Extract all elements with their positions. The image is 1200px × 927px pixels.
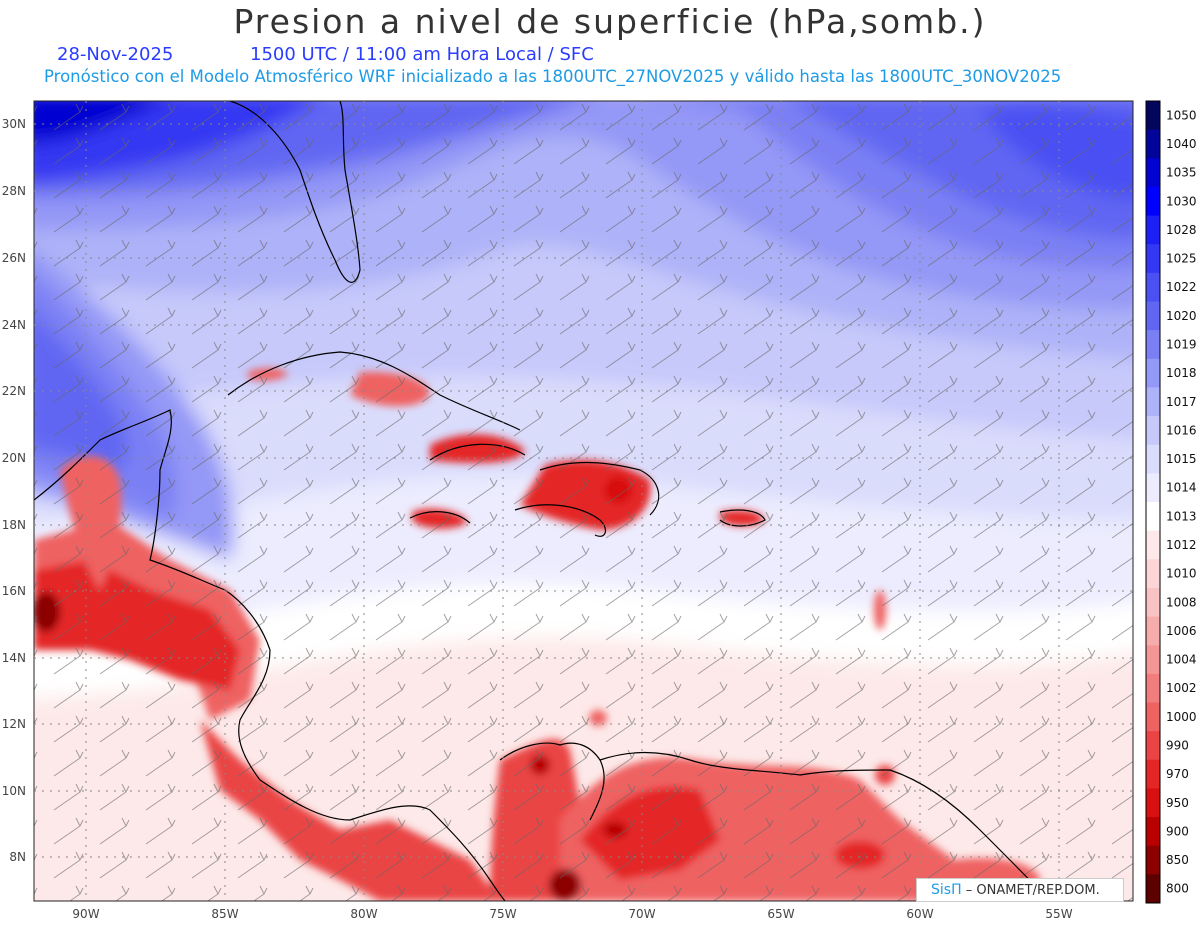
forecast-time: 1500 UTC / 11:00 am Hora Local / SFC <box>250 44 594 65</box>
colorbar-swatch <box>1146 330 1160 360</box>
colorbar-label: 1035 <box>1166 166 1197 180</box>
colorbar-label: 1015 <box>1166 452 1197 466</box>
colorbar-swatch <box>1146 473 1160 503</box>
colorbar-label: 1000 <box>1166 710 1197 724</box>
colorbar-swatch <box>1146 788 1160 818</box>
coastlines <box>34 101 1051 901</box>
colorbar-swatch <box>1146 358 1160 388</box>
colorbar-label: 990 <box>1166 738 1189 752</box>
lat-label: 30N <box>2 117 26 131</box>
colorbar-swatch <box>1146 731 1160 761</box>
lat-label: 10N <box>2 784 26 798</box>
colorbar-swatch <box>1146 817 1160 847</box>
colorbar-label: 1025 <box>1166 252 1197 266</box>
colorbar-swatch <box>1146 845 1160 875</box>
colorbar-label: 1016 <box>1166 423 1197 437</box>
lat-label: 26N <box>2 251 26 265</box>
colorbar-label: 1002 <box>1166 681 1197 695</box>
colorbar-swatch <box>1146 101 1160 131</box>
lon-label: 85W <box>211 907 238 921</box>
lat-label: 28N <box>2 184 26 198</box>
colorbar-label: 970 <box>1166 767 1189 781</box>
colorbar: 1050 1040 1035 1030 1028 1025 1022 1020 1019 1018… <box>1145 100 1197 904</box>
lat-label: 14N <box>2 651 26 665</box>
forecast-date: 28-Nov-2025 <box>57 44 174 65</box>
model-note: Pronóstico con el Modelo Atmosférico WRF… <box>44 67 1062 86</box>
colorbar-label: 1013 <box>1166 509 1197 523</box>
colorbar-label: 1040 <box>1166 137 1197 151</box>
colorbar-label: 1020 <box>1166 309 1197 323</box>
colorbar-swatch <box>1146 186 1160 217</box>
map-title: Presion a nivel de superficie (hPa,somb.… <box>233 2 987 41</box>
colorbar-frame <box>1145 100 1161 904</box>
graticule <box>34 101 1133 901</box>
colorbar-label: 1019 <box>1166 337 1197 351</box>
colorbar-swatch <box>1146 158 1160 188</box>
colorbar-swatch <box>1146 530 1160 560</box>
colorbar-label: 1012 <box>1166 538 1197 552</box>
colorbar-label: 1008 <box>1166 595 1197 609</box>
colorbar-swatch <box>1146 272 1160 302</box>
colorbar-label: 1006 <box>1166 624 1197 638</box>
lon-label: 90W <box>72 907 99 921</box>
colorbar-label: 1050 <box>1166 108 1197 122</box>
lon-label: 55W <box>1045 907 1072 921</box>
credit-brand: SisΠ <box>931 882 962 898</box>
colorbar-swatch <box>1146 759 1160 789</box>
colorbar-swatch <box>1146 387 1160 417</box>
colorbar-label: 1017 <box>1166 395 1197 409</box>
colorbar-swatch <box>1146 616 1160 646</box>
colorbar-label: 1030 <box>1166 194 1197 208</box>
colorbar-label: 1022 <box>1166 280 1197 294</box>
map-frame <box>33 100 1134 902</box>
colorbar-label: 1014 <box>1166 481 1197 495</box>
lon-label: 75W <box>489 907 516 921</box>
lat-label: 16N <box>2 584 26 598</box>
colorbar-swatch <box>1146 874 1160 904</box>
colorbar-swatch <box>1146 129 1160 159</box>
credit-box: SisΠ – ONAMET/REP.DOM. <box>916 878 1124 902</box>
colorbar-swatch <box>1146 301 1160 331</box>
colorbar-swatch <box>1146 444 1160 474</box>
lat-label: 20N <box>2 451 26 465</box>
colorbar-label: 850 <box>1166 853 1189 867</box>
colorbar-swatch <box>1146 587 1160 618</box>
colorbar-swatch <box>1146 559 1160 589</box>
lat-label: 8N <box>9 850 26 864</box>
credit-text: – ONAMET/REP.DOM. <box>965 883 1100 898</box>
colorbar-swatch <box>1146 673 1160 703</box>
colorbar-label: 1004 <box>1166 653 1197 667</box>
colorbar-label: 1010 <box>1166 567 1197 581</box>
colorbar-swatch <box>1146 416 1160 446</box>
latitude-labels: 30N 28N 26N 24N 22N 20N 18N 16N 14N 12N … <box>2 117 26 864</box>
lat-label: 12N <box>2 717 26 731</box>
lat-label: 22N <box>2 384 26 398</box>
colorbar-label: 950 <box>1166 796 1189 810</box>
lon-label: 65W <box>767 907 794 921</box>
colorbar-label: 1028 <box>1166 223 1197 237</box>
colorbar-label: 1018 <box>1166 366 1197 380</box>
lon-label: 70W <box>628 907 655 921</box>
lat-label: 24N <box>2 318 26 332</box>
colorbar-swatch <box>1146 702 1160 732</box>
longitude-labels: 90W 85W 80W 75W 70W 65W 60W 55W <box>72 907 1072 921</box>
colorbar-label: 800 <box>1166 882 1189 896</box>
colorbar-label: 900 <box>1166 824 1189 838</box>
lat-label: 18N <box>2 518 26 532</box>
lon-label: 60W <box>906 907 933 921</box>
pressure-field <box>34 101 1133 901</box>
lon-label: 80W <box>350 907 377 921</box>
colorbar-swatch <box>1146 244 1160 274</box>
colorbar-swatch <box>1146 502 1160 532</box>
colorbar-swatch <box>1146 645 1160 675</box>
colorbar-swatch <box>1146 215 1160 245</box>
